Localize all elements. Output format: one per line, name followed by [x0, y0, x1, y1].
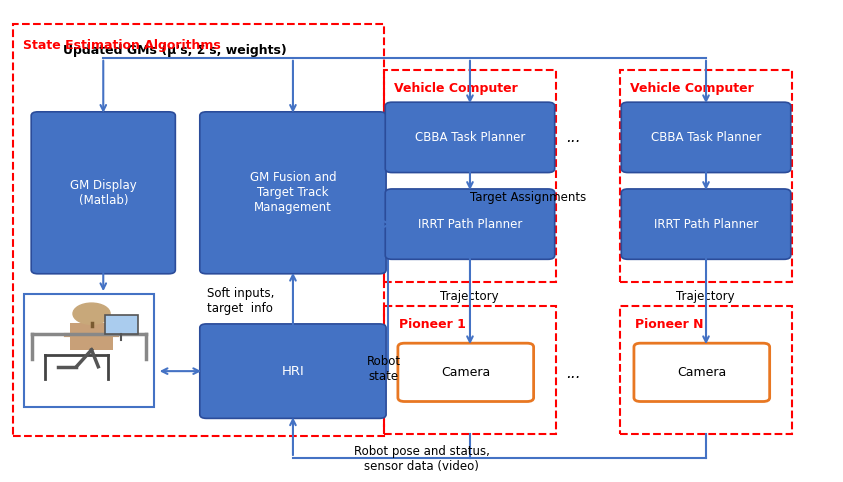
Bar: [105, 315, 138, 335]
Text: Updated GMs (μ's, Σ's, weights): Updated GMs (μ's, Σ's, weights): [63, 44, 287, 57]
Text: Camera: Camera: [677, 366, 727, 379]
Circle shape: [73, 303, 110, 324]
Text: Target Assignments: Target Assignments: [470, 191, 586, 204]
FancyBboxPatch shape: [398, 343, 534, 402]
Text: CBBA Task Planner: CBBA Task Planner: [651, 131, 761, 144]
FancyBboxPatch shape: [385, 189, 555, 259]
Text: Trajectory: Trajectory: [440, 290, 499, 303]
FancyBboxPatch shape: [621, 102, 791, 173]
Bar: [71, 323, 113, 350]
FancyBboxPatch shape: [621, 189, 791, 259]
FancyBboxPatch shape: [385, 102, 555, 173]
Text: IRRT Path Planner: IRRT Path Planner: [654, 218, 758, 230]
Bar: [384, 70, 556, 282]
Text: Robot
state: Robot state: [367, 355, 400, 383]
Text: GM Fusion and
Target Track
Management: GM Fusion and Target Track Management: [250, 171, 336, 214]
Bar: [24, 294, 154, 407]
Text: Pioneer N: Pioneer N: [635, 318, 703, 331]
Text: ...: ...: [566, 130, 581, 145]
Text: Robot pose and status,
sensor data (video): Robot pose and status, sensor data (vide…: [353, 445, 490, 473]
Text: Vehicle Computer: Vehicle Computer: [394, 82, 518, 94]
Text: State Estimation Algorithms: State Estimation Algorithms: [23, 40, 221, 52]
Text: Soft inputs,
target  info: Soft inputs, target info: [207, 287, 274, 315]
FancyBboxPatch shape: [200, 112, 386, 274]
Bar: [620, 306, 792, 434]
FancyBboxPatch shape: [634, 343, 770, 402]
Text: ...: ...: [566, 366, 581, 381]
Text: CBBA Task Planner: CBBA Task Planner: [415, 131, 525, 144]
Text: HRI: HRI: [282, 365, 304, 377]
Text: Pioneer 1: Pioneer 1: [399, 318, 465, 331]
Text: Vehicle Computer: Vehicle Computer: [630, 82, 754, 94]
Text: GM Display
(Matlab): GM Display (Matlab): [70, 179, 137, 207]
Text: Camera: Camera: [441, 366, 491, 379]
Bar: [384, 306, 556, 434]
Bar: [13, 24, 384, 436]
Text: Trajectory: Trajectory: [676, 290, 735, 303]
FancyBboxPatch shape: [200, 324, 386, 418]
FancyBboxPatch shape: [31, 112, 175, 274]
Bar: [620, 70, 792, 282]
Text: IRRT Path Planner: IRRT Path Planner: [418, 218, 522, 230]
